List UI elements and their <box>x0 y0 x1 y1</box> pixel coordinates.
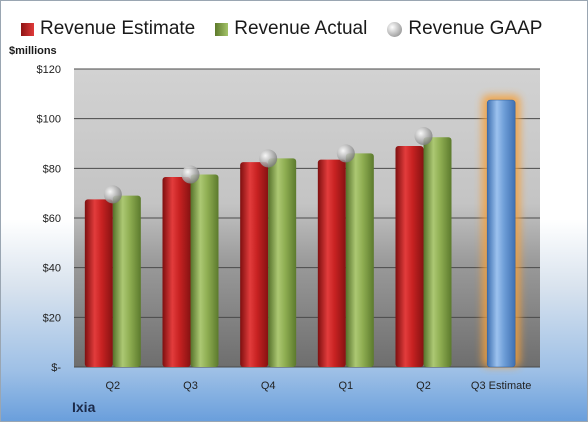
gaap-marker <box>336 144 355 163</box>
legend-label-actual: Revenue Actual <box>234 18 368 39</box>
legend-item-actual: Revenue Actual <box>215 18 367 40</box>
y-tick-label: $80 <box>43 163 61 175</box>
legend-label-estimate: Revenue Estimate <box>40 18 196 39</box>
bar-actual <box>268 158 297 367</box>
bar-actual <box>423 137 452 367</box>
legend-swatch-actual <box>215 22 229 36</box>
bar-estimate <box>317 159 346 367</box>
y-tick-label: $20 <box>43 312 61 324</box>
gaap-marker <box>103 185 122 204</box>
legend-label-gaap: Revenue GAAP <box>408 18 543 39</box>
y-axis-unit-label: $millions <box>9 45 57 57</box>
x-tick-label: Q3 Estimate <box>471 380 532 392</box>
x-tick-label: Q3 <box>183 380 198 392</box>
y-tick-label: $60 <box>43 213 61 225</box>
legend-item-estimate: Revenue Estimate <box>21 18 195 40</box>
x-tick-label: Q4 <box>261 380 276 392</box>
bar-estimate <box>162 177 191 367</box>
x-tick-label: Q1 <box>338 380 353 392</box>
legend-item-gaap: Revenue GAAP <box>387 18 542 40</box>
legend-swatch-gaap <box>387 21 403 37</box>
legend-swatch-estimate <box>21 22 34 36</box>
gaap-marker <box>414 127 433 146</box>
y-tick-label: $40 <box>43 263 61 275</box>
bar-actual <box>112 195 141 367</box>
company-name: Ixia <box>72 399 96 415</box>
y-tick-label: $- <box>51 362 61 374</box>
x-tick-label: Q2 <box>105 380 120 392</box>
y-tick-label: $120 <box>37 64 61 76</box>
bar-estimate <box>240 162 269 367</box>
bar-estimate-highlight <box>486 99 516 368</box>
bar-estimate <box>395 145 424 367</box>
legend: Revenue Estimate Revenue Actual Revenue … <box>21 15 542 43</box>
gaap-marker <box>181 165 200 184</box>
bar-actual <box>345 153 374 367</box>
bar-estimate <box>84 199 113 367</box>
y-tick-label: $100 <box>37 114 61 126</box>
x-tick-label: Q2 <box>416 380 431 392</box>
gaap-marker <box>259 149 278 168</box>
bar-actual <box>190 174 219 367</box>
